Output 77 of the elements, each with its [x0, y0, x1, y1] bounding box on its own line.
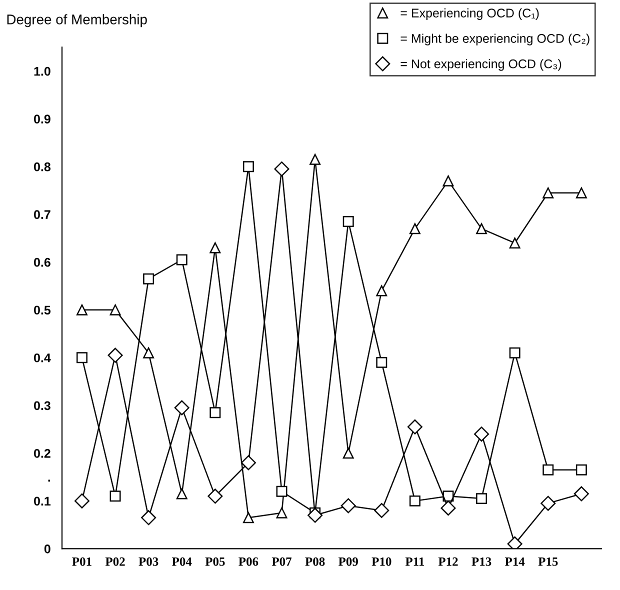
- legend-label: = Might be experiencing OCD (C₂): [400, 34, 590, 46]
- point: [407, 419, 422, 434]
- y-tick-label: 0.8: [34, 162, 51, 172]
- x-tick-label: P04: [172, 557, 192, 566]
- point: [576, 187, 587, 198]
- point: [374, 502, 390, 518]
- x-tick-label: P10: [372, 557, 392, 566]
- point: [240, 455, 256, 470]
- point: [143, 273, 154, 284]
- y-tick-label: 0.2: [34, 448, 50, 458]
- point: [176, 254, 188, 266]
- point: [442, 175, 454, 186]
- x-tick-label: P13: [472, 557, 492, 566]
- x-tick-label: P08: [305, 557, 325, 566]
- point: [409, 495, 420, 506]
- y-axis-title: Degree of Membership: [7, 14, 147, 28]
- y-tick-label: 1.0: [34, 66, 50, 76]
- x-tick-label: P09: [338, 557, 358, 566]
- x-tick-label: P05: [205, 557, 225, 566]
- point: [540, 496, 556, 511]
- y-tick-label: 0.4: [34, 353, 51, 362]
- point: [110, 304, 121, 316]
- legend-label: = Not experiencing OCD (C₃): [400, 59, 562, 71]
- x-tick-label: P07: [272, 557, 292, 566]
- x-tick-label: P12: [438, 557, 458, 566]
- y-tick-label: 0.9: [34, 114, 50, 124]
- point: [542, 187, 554, 198]
- point: [210, 407, 221, 418]
- point: [474, 426, 490, 442]
- point: [242, 161, 254, 172]
- point: [507, 536, 522, 549]
- point: [110, 490, 121, 502]
- point: [210, 242, 221, 254]
- point: [76, 352, 88, 364]
- point: [308, 508, 323, 523]
- legend-label: = Experiencing OCD (C₁): [400, 8, 539, 20]
- point: [242, 512, 254, 524]
- point: [574, 486, 589, 502]
- point: [141, 510, 156, 526]
- x-tick-label: P02: [105, 557, 125, 566]
- x-tick-label: P03: [138, 557, 158, 566]
- point: [176, 488, 188, 500]
- point: [108, 348, 123, 363]
- x-tick-label: P01: [72, 557, 92, 566]
- point: [76, 304, 88, 316]
- point: [440, 500, 456, 516]
- point: [509, 238, 520, 249]
- y-tick-label: 0.5: [34, 306, 51, 315]
- y-tick-label: 0.3: [34, 401, 50, 410]
- point: [276, 486, 288, 497]
- point: [310, 154, 321, 165]
- point: [376, 356, 388, 368]
- point: [409, 223, 420, 234]
- x-tick-label: P15: [538, 557, 558, 566]
- point: [476, 223, 488, 234]
- y-tick-label: 0.7: [34, 210, 50, 220]
- point: [74, 493, 90, 508]
- point: [340, 498, 356, 514]
- point: [576, 464, 587, 476]
- point: [542, 464, 554, 476]
- y-tick-label: 0.1: [34, 496, 51, 506]
- point: [174, 400, 190, 416]
- point: [342, 448, 354, 459]
- x-tick-label: P06: [238, 557, 258, 566]
- y-tick-label: .: [48, 480, 50, 482]
- point: [376, 285, 388, 296]
- point: [143, 347, 154, 358]
- point: [276, 507, 288, 518]
- point: [208, 488, 223, 504]
- point: [274, 161, 290, 176]
- x-tick-label: P11: [405, 557, 424, 566]
- point: [509, 347, 520, 358]
- point: [476, 493, 488, 504]
- y-tick-label: 0.6: [34, 258, 50, 267]
- y-tick-label: 0: [44, 544, 50, 554]
- x-tick-label: P14: [504, 557, 525, 566]
- point: [342, 216, 354, 228]
